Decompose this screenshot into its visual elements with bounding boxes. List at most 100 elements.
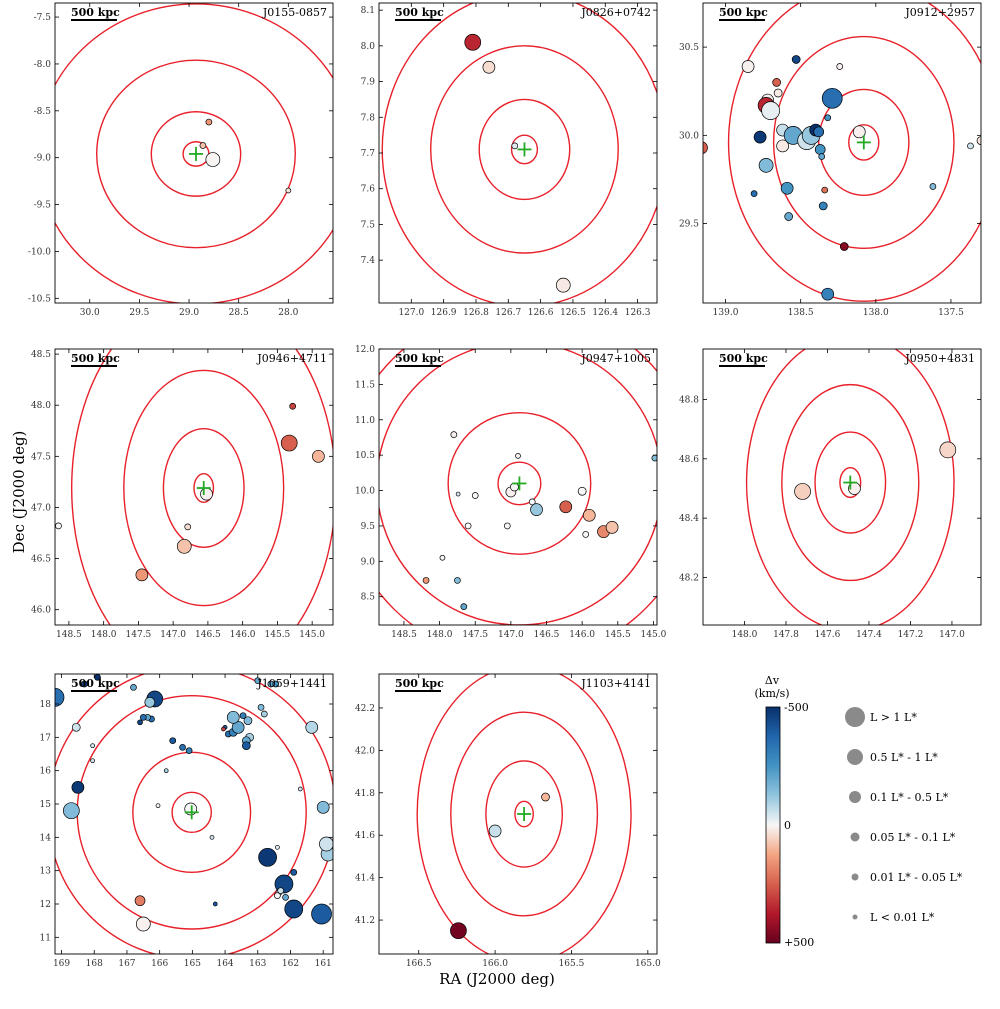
radius-ring-2 bbox=[485, 760, 563, 868]
galaxy-marker bbox=[285, 187, 292, 194]
radius-ring-4 bbox=[416, 674, 632, 954]
y-tick-label: -10.5 bbox=[28, 294, 51, 304]
galaxy-marker bbox=[439, 554, 446, 561]
panel-title: J0946+4711 bbox=[256, 352, 327, 365]
x-tick-label: 126.4 bbox=[592, 308, 618, 318]
y-tick-label: 29.5 bbox=[679, 220, 699, 230]
galaxy-marker bbox=[282, 893, 289, 901]
x-tick-label: 162 bbox=[282, 959, 299, 969]
x-tick-label: 166.0 bbox=[482, 959, 508, 969]
galaxy-marker bbox=[929, 183, 937, 190]
y-tick-label: 7.8 bbox=[361, 113, 376, 123]
panel-j0946+4711: 148.5 148.0 147.5 147.0 146.5 146.0 145.5 145.0… bbox=[31, 348, 334, 640]
galaxy-marker bbox=[813, 126, 825, 138]
size-legend-label: 0.05 L* - 0.1 L* bbox=[870, 831, 956, 844]
scale-bar-label: 500 kpc bbox=[719, 6, 768, 19]
radius-ring-4 bbox=[727, 3, 981, 302]
galaxy-marker bbox=[319, 836, 333, 852]
panel-frame bbox=[54, 673, 334, 955]
x-tick-label: 148.5 bbox=[391, 630, 417, 640]
radius-ring-3 bbox=[430, 45, 619, 254]
x-tick-label: 138.5 bbox=[788, 308, 814, 318]
y-tick-label: 12.0 bbox=[355, 345, 375, 355]
galaxy-marker bbox=[814, 144, 826, 155]
panel-j0950+4831: 148.0 147.8 147.6 147.4 147.2 147.0 48.2 48.4 48… bbox=[679, 348, 982, 640]
size-legend-label: L < 0.01 L* bbox=[870, 911, 935, 924]
colorbar-title-line2: (km/s) bbox=[754, 687, 789, 700]
y-tick-label: 48.6 bbox=[679, 455, 699, 465]
radius-ring-3 bbox=[450, 711, 599, 917]
galaxy-marker bbox=[839, 242, 849, 251]
galaxy-marker bbox=[503, 522, 511, 530]
size-legend-marker bbox=[852, 914, 858, 920]
galaxy-marker bbox=[71, 780, 85, 794]
panel-plot-area bbox=[55, 3, 333, 303]
galaxy-marker bbox=[559, 500, 573, 514]
galaxy-marker bbox=[791, 55, 801, 64]
y-tick-label: 11 bbox=[40, 933, 51, 943]
galaxy-marker bbox=[530, 503, 543, 516]
x-tick-label: 145.0 bbox=[641, 630, 667, 640]
galaxy-marker bbox=[277, 887, 285, 895]
galaxy-marker bbox=[316, 800, 330, 814]
galaxy-marker bbox=[939, 441, 957, 459]
panel-frame bbox=[54, 348, 334, 626]
galaxy-marker bbox=[455, 491, 461, 497]
y-tick-label: 17 bbox=[40, 733, 52, 743]
galaxy-marker bbox=[772, 78, 781, 87]
x-tick-label: 169 bbox=[53, 959, 70, 969]
galaxy-marker bbox=[976, 136, 981, 145]
x-tick-label: 139.0 bbox=[713, 308, 739, 318]
y-tick-label: 9.5 bbox=[361, 522, 376, 532]
x-tick-label: 137.5 bbox=[938, 308, 964, 318]
galaxy-marker bbox=[272, 680, 280, 688]
galaxy-marker bbox=[773, 88, 783, 98]
y-tick-label: 42.0 bbox=[355, 746, 375, 756]
galaxy-marker bbox=[511, 142, 519, 150]
size-legend-marker bbox=[845, 707, 865, 727]
y-tick-label: 41.6 bbox=[355, 831, 375, 841]
y-tick-label: 42.2 bbox=[355, 704, 375, 714]
y-tick-label: -8.0 bbox=[34, 60, 52, 70]
y-tick-label: 13 bbox=[40, 867, 52, 877]
panel-frame bbox=[54, 2, 334, 304]
y-axis-title: Dec (J2000 deg) bbox=[10, 431, 28, 554]
galaxy-marker bbox=[464, 33, 482, 51]
galaxy-marker bbox=[290, 868, 298, 876]
y-tick-label: 8.5 bbox=[361, 593, 376, 603]
panel-j0826+0742: 127.0 126.9 126.8 126.7 126.6 126.5 126.4 126.3… bbox=[361, 2, 658, 318]
x-tick-label: 127.0 bbox=[398, 308, 424, 318]
galaxy-marker bbox=[515, 453, 521, 459]
galaxy-marker bbox=[179, 743, 186, 751]
galaxy-marker bbox=[221, 726, 226, 732]
galaxy-marker bbox=[852, 125, 866, 139]
radius-ring-4 bbox=[55, 3, 333, 303]
radius-ring-3 bbox=[781, 383, 920, 582]
colorbar-title-line1: Δv bbox=[765, 674, 780, 687]
y-tick-label: 7.6 bbox=[361, 185, 376, 195]
radius-ring-2 bbox=[478, 98, 571, 201]
x-tick-label: 126.3 bbox=[625, 308, 651, 318]
galaxy-marker bbox=[450, 431, 458, 438]
galaxy-marker bbox=[555, 277, 571, 293]
x-tick-label: 147.5 bbox=[462, 630, 488, 640]
x-tick-label: 166.5 bbox=[406, 959, 432, 969]
x-tick-label: 28.0 bbox=[278, 308, 298, 318]
y-tick-label: -7.5 bbox=[34, 13, 52, 23]
x-tick-label: 166 bbox=[151, 959, 168, 969]
galaxy-marker bbox=[137, 719, 143, 726]
radius-ring-2 bbox=[818, 88, 910, 197]
scale-bar-label: 500 kpc bbox=[395, 677, 444, 690]
size-legend-marker bbox=[849, 791, 861, 803]
panel-background bbox=[55, 3, 333, 303]
radius-ring-1 bbox=[839, 467, 862, 499]
galaxy-marker bbox=[464, 522, 472, 530]
galaxy-marker bbox=[482, 60, 496, 74]
size-legend-label: 0.1 L* - 0.5 L* bbox=[870, 791, 949, 804]
y-tick-label: 8.1 bbox=[361, 6, 375, 16]
galaxy-marker bbox=[824, 114, 832, 122]
panel-background bbox=[703, 349, 981, 625]
scale-bar-label: 500 kpc bbox=[71, 352, 120, 365]
galaxy-marker bbox=[184, 523, 192, 531]
panel-plot-area bbox=[55, 349, 333, 625]
